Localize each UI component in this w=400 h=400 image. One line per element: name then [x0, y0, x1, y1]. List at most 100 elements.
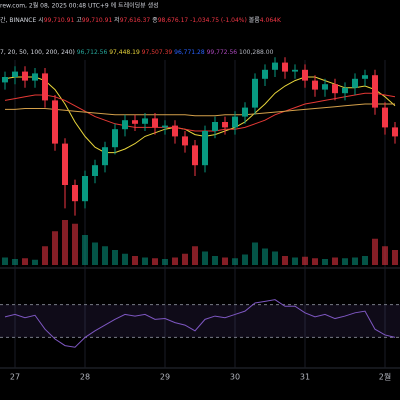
candle-body	[102, 147, 108, 166]
volume-bar	[262, 248, 268, 265]
header-segment: 98,676.17	[158, 17, 190, 24]
candle-body	[252, 78, 258, 108]
volume-bar	[62, 220, 68, 265]
candle-body	[392, 127, 398, 137]
candle-body	[132, 120, 138, 124]
volume-bar	[292, 257, 298, 265]
volume-bar	[202, 251, 208, 265]
header-segment: 시	[38, 17, 44, 24]
candle-body	[272, 62, 278, 70]
candle-body	[232, 116, 238, 128]
volume-bar	[282, 256, 288, 265]
candle-body	[12, 71, 18, 77]
candle-body	[42, 73, 48, 101]
volume-bar	[252, 242, 258, 265]
header-segment: 간, BINANCE	[0, 16, 38, 24]
volume-bar	[332, 257, 338, 265]
candle-body	[172, 125, 178, 137]
volume-bar	[222, 257, 228, 265]
volume-bar	[182, 253, 188, 265]
volume-bar	[92, 242, 98, 265]
candle-body	[262, 69, 268, 79]
volume-bar	[72, 223, 78, 265]
candle-body	[322, 84, 328, 90]
candle-body	[352, 78, 358, 88]
volume-bar	[342, 258, 348, 265]
x-tick-label: 2월	[379, 372, 391, 382]
candle-body	[332, 84, 338, 94]
ma-line	[5, 103, 395, 117]
header-segment: 99,710.91	[82, 17, 114, 24]
volume-bar	[392, 250, 398, 265]
candle-body	[282, 62, 288, 72]
candle-body	[82, 176, 88, 202]
ma-line	[4, 92, 396, 132]
volume-bar	[22, 258, 28, 265]
volume-bar	[42, 246, 48, 265]
volume-bar	[382, 246, 388, 265]
volume-bar	[102, 246, 108, 265]
header-segment: 4.064K	[260, 17, 282, 24]
candle-body	[112, 129, 118, 148]
candle-body	[2, 77, 8, 83]
candle-body	[222, 122, 228, 128]
volume-bar	[232, 258, 238, 265]
candle-body	[52, 100, 58, 144]
candle-body	[162, 125, 168, 128]
candle-body	[202, 131, 208, 166]
header-segment: 볼륨	[249, 17, 261, 24]
volume-bar	[162, 259, 168, 265]
volume-bar	[242, 254, 248, 265]
candle-body	[302, 69, 308, 81]
header-segment: 100,288.00	[239, 49, 274, 56]
x-tick-label: 27	[10, 373, 20, 382]
volume-bar	[192, 246, 198, 265]
header-segment: 99,710.91	[44, 17, 76, 24]
volume-bar	[322, 259, 328, 265]
rsi-line	[4, 299, 396, 348]
volume-bar	[362, 256, 368, 265]
header-segment: -1,034.75 (-1.04%)	[190, 17, 249, 24]
volume-bar	[142, 257, 148, 265]
volume-bar	[352, 257, 358, 265]
volume-bar	[372, 238, 378, 265]
candle-body	[122, 120, 128, 130]
volume-bar	[2, 257, 8, 265]
candle-body	[182, 136, 188, 146]
header-segment: 종	[152, 17, 158, 24]
volume-bar	[172, 257, 178, 265]
candle-body	[312, 80, 318, 90]
header-segment: 97,507.39	[142, 49, 174, 56]
volume-bar	[152, 258, 158, 265]
header-segment: 97,448.19	[109, 49, 141, 56]
volume-bar	[52, 231, 58, 265]
candle-body	[22, 71, 28, 81]
candle-body	[72, 185, 78, 202]
ma-line	[4, 76, 396, 154]
volume-bar	[112, 250, 118, 265]
candle-body	[362, 75, 368, 79]
candle-body	[342, 87, 348, 94]
x-tick-label: 31	[300, 373, 310, 382]
candle-body	[382, 107, 388, 128]
volume-bar	[12, 259, 18, 265]
volume-bar	[82, 235, 88, 265]
header-segment: 97,616.37	[120, 17, 152, 24]
header-segment: 7, 20, 50, 100, 200, 240)	[0, 49, 77, 56]
candle-body	[32, 73, 38, 81]
candle-body	[292, 69, 298, 72]
candle-body	[192, 145, 198, 166]
header-segment: 99,772.56	[207, 49, 239, 56]
candle-body	[372, 75, 378, 108]
x-tick-label: 29	[160, 373, 170, 382]
header-segment: 고	[76, 17, 82, 24]
rsi-band-fill	[0, 304, 400, 338]
header-title: rew.com, 2월 08, 2025 00:48 UTC+9 에 트레이딩뷰…	[0, 2, 159, 10]
volume-bar	[122, 253, 128, 265]
ohlc-line: 간, BINANCE 시99,710.91 고99,710.91 저97,616…	[0, 16, 282, 24]
x-tick-label: 30	[230, 373, 240, 382]
ma-line: 7, 20, 50, 100, 200, 240) 96,712.56 97,4…	[0, 49, 274, 56]
